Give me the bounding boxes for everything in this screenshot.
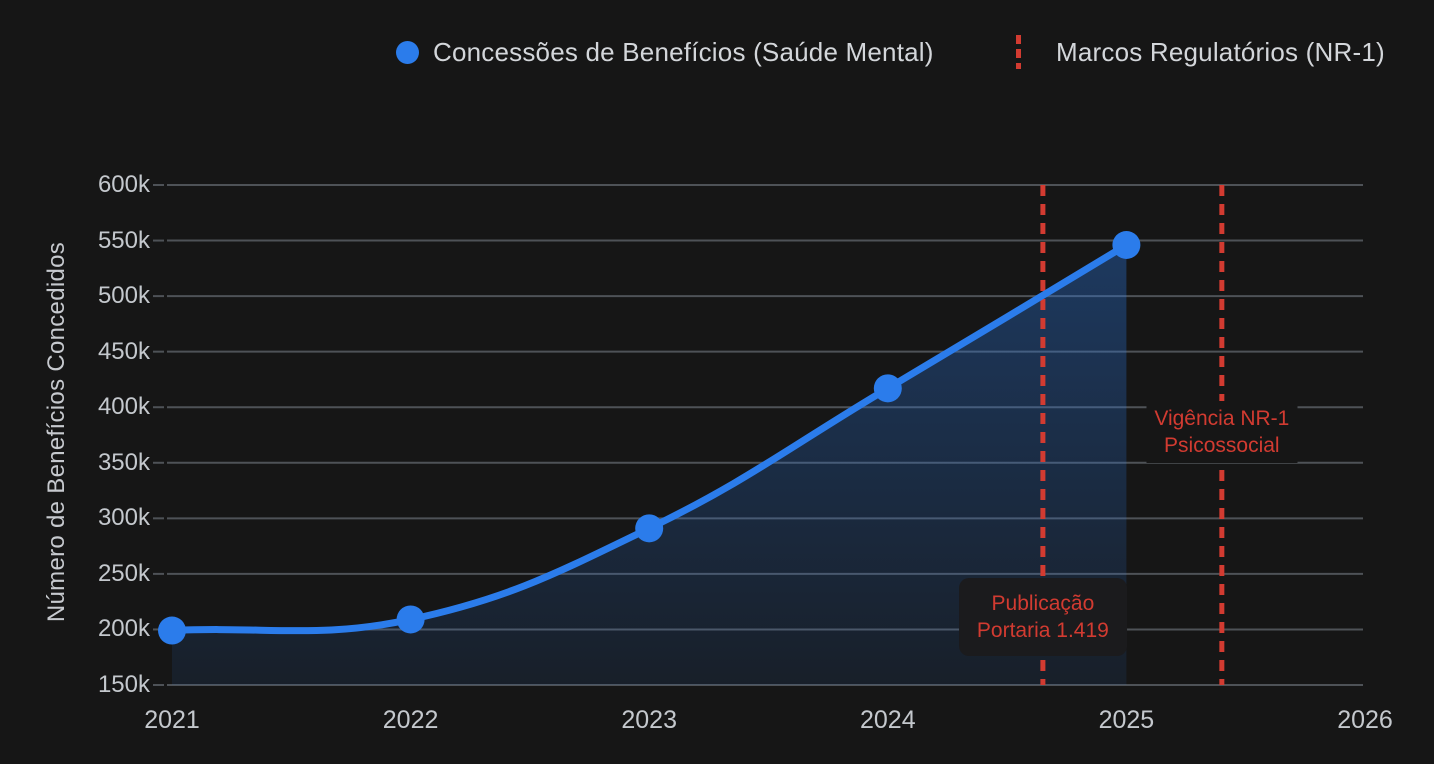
y-tick-label: 350k <box>97 448 150 476</box>
data-point[interactable] <box>873 374 902 403</box>
y-tick-label: 450k <box>97 337 150 365</box>
annotation-portaria-line1: Publicação <box>991 592 1095 615</box>
data-point[interactable] <box>396 605 425 634</box>
x-tick-label: 2026 <box>1337 706 1393 734</box>
benefits-area-fill <box>172 245 1127 685</box>
legend-item-regulatory[interactable]: Marcos Regulatórios (NR-1) <box>1016 30 1385 74</box>
x-tick-label: 2021 <box>144 706 200 734</box>
y-tick-label: 300k <box>97 504 150 532</box>
y-tick-label: 400k <box>97 393 150 421</box>
annotation-portaria-1419: Publicação Portaria 1.419 <box>958 578 1127 656</box>
annotation-portaria-line2: Portaria 1.419 <box>976 619 1109 642</box>
data-point[interactable] <box>158 616 186 645</box>
x-tick-label: 2023 <box>621 706 677 734</box>
y-tick-label: 250k <box>97 559 150 587</box>
annotation-vigencia-line1: Vigência NR-1 <box>1154 407 1290 430</box>
regulatory-dash-icon <box>1016 35 1021 69</box>
legend-regulatory-label: Marcos Regulatórios (NR-1) <box>1056 36 1385 67</box>
y-tick-label: 150k <box>97 671 150 698</box>
annotation-vigencia-nr1: Vigência NR-1 Psicossocial <box>1146 401 1298 463</box>
x-tick-label: 2025 <box>1098 706 1155 734</box>
y-tick-label: 200k <box>97 615 150 643</box>
annotation-vigencia-line2: Psicossocial <box>1164 434 1280 457</box>
x-tick-label: 2022 <box>382 706 439 734</box>
y-axis-title: Número de Benefícios Concedidos <box>43 241 70 623</box>
legend-item-benefits[interactable]: Concessões de Benefícios (Saúde Mental) <box>396 30 934 74</box>
legend: Concessões de Benefícios (Saúde Mental) … <box>0 30 1434 74</box>
data-point[interactable] <box>1112 231 1141 259</box>
benefits-point-icon <box>396 40 419 64</box>
y-tick-label: 500k <box>97 282 150 310</box>
x-tick-label: 2024 <box>859 706 916 734</box>
y-tick-label: 600k <box>97 171 150 198</box>
legend-benefits-label: Concessões de Benefícios (Saúde Mental) <box>433 36 934 67</box>
data-point[interactable] <box>635 514 664 543</box>
y-tick-label: 550k <box>97 226 150 254</box>
